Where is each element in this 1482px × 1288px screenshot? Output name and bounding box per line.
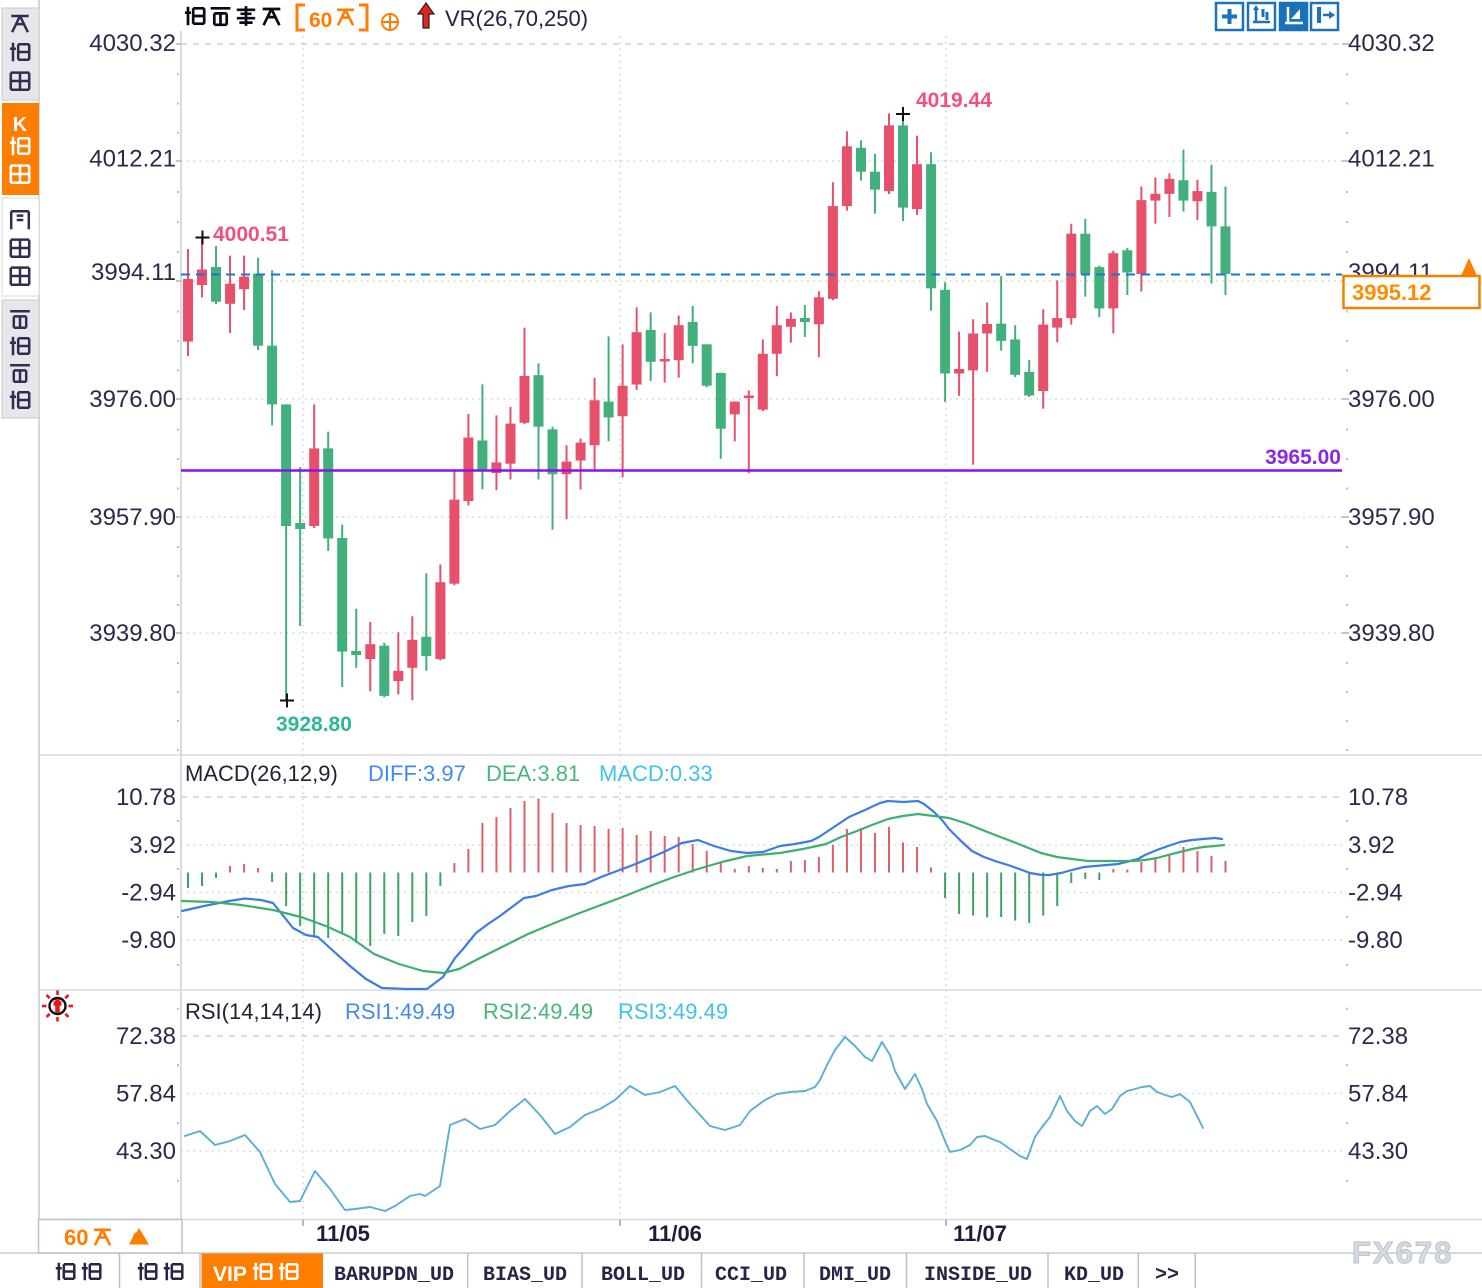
- svg-text:RSI3:49.49: RSI3:49.49: [618, 999, 728, 1024]
- svg-text:3976.00: 3976.00: [1348, 386, 1435, 413]
- svg-text:DMI_UD: DMI_UD: [819, 1264, 891, 1287]
- svg-text:57.84: 57.84: [1348, 1081, 1408, 1108]
- svg-text:RSI(14,14,14): RSI(14,14,14): [185, 999, 322, 1024]
- svg-text:57.84: 57.84: [116, 1081, 176, 1108]
- svg-text:4000.51: 4000.51: [213, 223, 289, 246]
- svg-text:BOLL_UD: BOLL_UD: [601, 1264, 685, 1287]
- svg-text:3957.90: 3957.90: [89, 504, 176, 531]
- svg-text:3957.90: 3957.90: [1348, 504, 1435, 531]
- svg-text:FX678: FX678: [1352, 1235, 1453, 1270]
- svg-text:RSI1:49.49: RSI1:49.49: [345, 999, 455, 1024]
- svg-text:DEA:3.81: DEA:3.81: [486, 761, 580, 786]
- svg-text:10.78: 10.78: [1348, 784, 1408, 811]
- svg-text:4012.21: 4012.21: [1348, 146, 1435, 173]
- svg-text:3965.00: 3965.00: [1265, 446, 1341, 469]
- svg-text:4030.32: 4030.32: [89, 30, 176, 57]
- svg-text:11/06: 11/06: [648, 1221, 702, 1246]
- svg-text:4019.44: 4019.44: [916, 89, 992, 112]
- svg-text:-9.80: -9.80: [1348, 927, 1403, 954]
- svg-text:3976.00: 3976.00: [89, 386, 176, 413]
- svg-text:72.38: 72.38: [1348, 1023, 1408, 1050]
- svg-text:43.30: 43.30: [1348, 1138, 1408, 1165]
- svg-text:72.38: 72.38: [116, 1023, 176, 1050]
- svg-text:3.92: 3.92: [129, 832, 176, 859]
- svg-text:-2.94: -2.94: [121, 880, 176, 907]
- svg-text:K: K: [13, 114, 28, 136]
- svg-text:RSI2:49.49: RSI2:49.49: [483, 999, 593, 1024]
- svg-text:4030.32: 4030.32: [1348, 30, 1435, 57]
- svg-text:3994.11: 3994.11: [91, 259, 176, 286]
- svg-text:CCI_UD: CCI_UD: [715, 1264, 787, 1287]
- svg-text:INSIDE_UD: INSIDE_UD: [924, 1264, 1032, 1287]
- svg-text:VR(26,70,250): VR(26,70,250): [445, 6, 588, 31]
- svg-text:43.30: 43.30: [116, 1138, 176, 1165]
- svg-text:60: 60: [309, 9, 332, 32]
- svg-text:3928.80: 3928.80: [276, 713, 352, 736]
- svg-text:3995.12: 3995.12: [1352, 280, 1432, 305]
- svg-text:BIAS_UD: BIAS_UD: [483, 1264, 567, 1287]
- svg-text:-9.80: -9.80: [121, 927, 176, 954]
- svg-text:BARUPDN_UD: BARUPDN_UD: [334, 1264, 454, 1287]
- svg-text:11/07: 11/07: [953, 1221, 1007, 1246]
- svg-text:MACD(26,12,9): MACD(26,12,9): [185, 761, 338, 786]
- svg-text:4012.21: 4012.21: [89, 146, 176, 173]
- svg-text:VIP: VIP: [213, 1263, 247, 1286]
- svg-text:3.92: 3.92: [1348, 832, 1395, 859]
- svg-text:11/05: 11/05: [316, 1221, 370, 1246]
- svg-text:>>: >>: [1155, 1264, 1179, 1287]
- svg-text:-2.94: -2.94: [1348, 880, 1403, 907]
- svg-text:60: 60: [64, 1225, 88, 1250]
- svg-text:MACD:0.33: MACD:0.33: [599, 761, 713, 786]
- svg-text:3939.80: 3939.80: [89, 620, 176, 647]
- svg-text:3939.80: 3939.80: [1348, 620, 1435, 647]
- svg-text:10.78: 10.78: [116, 784, 176, 811]
- svg-text:DIFF:3.97: DIFF:3.97: [368, 761, 466, 786]
- svg-text:KD_UD: KD_UD: [1064, 1264, 1124, 1287]
